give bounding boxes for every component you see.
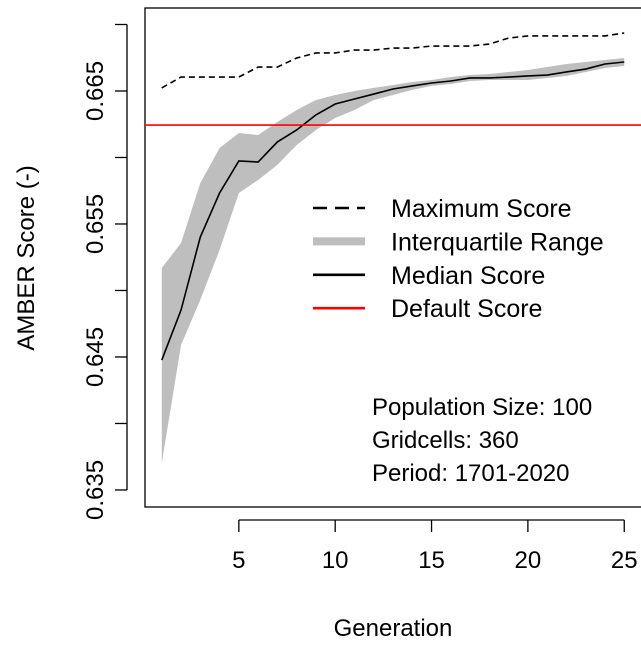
annotation: Population Size: 100 (372, 394, 592, 421)
x-tick-label: 20 (515, 547, 542, 574)
plot-area (145, 32, 641, 463)
iqr-band (161, 58, 625, 463)
legend-label: Median Score (391, 262, 545, 290)
y-tick-label: 0.655 (82, 194, 109, 254)
x-axis-label: Generation (334, 615, 453, 641)
max-line (161, 32, 625, 89)
legend-label: Default Score (391, 295, 542, 323)
x-tick-label: 10 (322, 547, 349, 574)
x-tick-label: 25 (611, 547, 638, 574)
y-tick-label: 0.635 (82, 460, 109, 520)
y-axis-label: AMBER Score (-) (13, 165, 40, 350)
x-tick-label: 15 (418, 547, 445, 574)
y-tick-label: 0.645 (82, 327, 109, 387)
median-line (161, 61, 625, 361)
x-tick-label: 5 (232, 547, 245, 574)
legend-label: Maximum Score (391, 195, 572, 223)
annotation: Period: 1701-2020 (372, 460, 569, 487)
y-tick-label: 0.665 (82, 61, 109, 121)
plot-box (144, 7, 641, 508)
annotation: Gridcells: 360 (372, 427, 519, 454)
legend-label: Interquartile Range (391, 228, 604, 256)
